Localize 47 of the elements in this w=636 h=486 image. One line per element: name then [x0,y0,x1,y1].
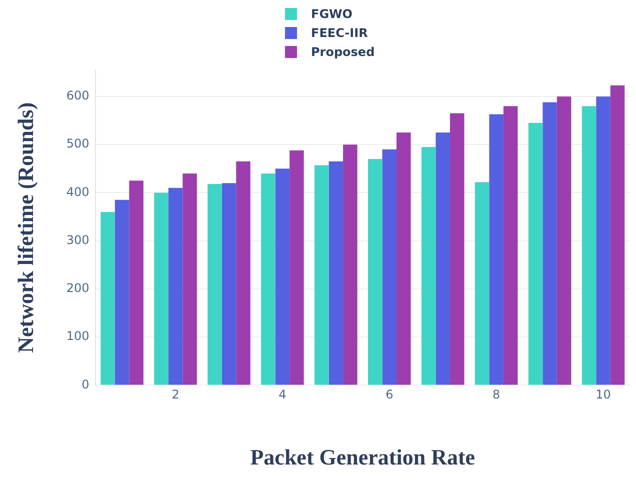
x-tick-label: 6 [386,388,394,402]
x-tick-label: 8 [492,388,500,402]
bar [396,132,411,385]
legend-label: FEEC-IIR [311,26,368,40]
bar [474,182,490,385]
bar [343,144,358,385]
bar [275,168,290,385]
bar [421,146,436,385]
bar [261,173,276,385]
bar [528,122,543,385]
y-tick-label: 0 [82,377,90,392]
x-tick-label: 10 [596,388,611,402]
x-tick-label: 4 [278,388,286,402]
bar [314,165,329,385]
x-axis-title: Packet Generation Rate [250,444,476,470]
bar [328,161,344,385]
bar [582,106,596,385]
bar [222,183,236,385]
legend-label: FGWO [311,6,352,20]
bar [114,200,130,385]
y-tick-label: 400 [66,184,90,199]
bar [382,149,397,385]
y-tick-label: 100 [66,329,90,344]
bar [368,159,382,385]
x-tick-label: 2 [172,388,180,402]
bar [610,85,625,385]
bar [182,173,197,385]
y-tick-label: 500 [66,136,90,151]
bar [168,188,183,385]
bar [556,96,572,385]
bar [208,184,222,385]
bar [290,150,304,385]
bar [542,102,557,385]
bar [100,212,115,385]
bar [450,113,464,385]
y-tick-label: 600 [66,88,90,103]
bar [436,132,450,385]
y-axis-title: Network lifetime (Rounds) [12,102,38,353]
bar [596,96,610,385]
bar [489,114,504,385]
bar [503,106,518,385]
y-tick-label: 200 [66,281,90,296]
y-tick-label: 300 [66,232,90,247]
bar [154,192,168,385]
legend-label: Proposed [311,44,375,58]
bar [236,161,250,385]
bar [129,180,144,385]
